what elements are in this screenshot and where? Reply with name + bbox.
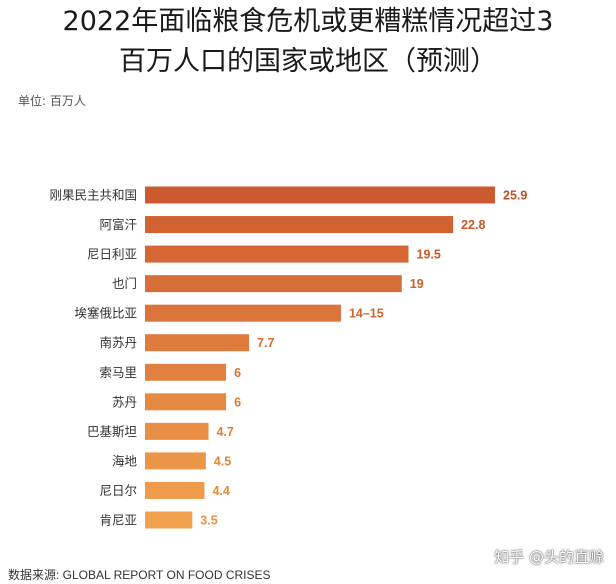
value-label: 19.5	[417, 248, 441, 262]
value-label: 4.7	[217, 425, 234, 439]
value-label: 4.5	[214, 454, 231, 468]
bar	[145, 216, 454, 234]
bar	[145, 481, 205, 499]
bar	[145, 363, 227, 381]
chart-title: 2022年面临粮食危机或更糟糕情况超过3 百万人口的国家或地区（预测）	[0, 2, 616, 82]
value-label: 3.5	[200, 514, 217, 528]
bar	[145, 186, 495, 204]
value-label: 22.8	[461, 218, 485, 232]
value-label: 7.7	[257, 336, 274, 350]
category-label: 肯尼亚	[99, 513, 137, 528]
bar	[145, 275, 402, 293]
source-note: 数据来源: GLOBAL REPORT ON FOOD CRISES	[8, 568, 271, 582]
category-label: 尼日尔	[99, 483, 137, 498]
value-label: 4.4	[212, 484, 229, 498]
bar	[145, 393, 227, 411]
category-label: 苏丹	[112, 394, 137, 409]
bar	[145, 422, 209, 440]
value-label: 6	[234, 366, 241, 380]
category-label: 海地	[112, 453, 138, 468]
bar	[145, 304, 341, 322]
chart-title-line-1: 2022年面临粮食危机或更糟糕情况超过3	[62, 6, 554, 37]
watermark: 知乎 @头的直赊	[494, 548, 604, 566]
category-label: 埃塞俄比亚	[74, 306, 137, 321]
bar	[145, 452, 206, 470]
category-label: 尼日利亚	[87, 247, 137, 262]
bar	[145, 334, 250, 352]
bar	[145, 245, 409, 263]
value-label: 6	[234, 395, 241, 409]
category-label: 巴基斯坦	[87, 424, 137, 439]
category-label: 南苏丹	[99, 335, 137, 350]
category-label: 阿富汗	[99, 217, 137, 232]
chart-title-line-2: 百万人口的国家或地区（预测）	[119, 46, 497, 77]
value-label: 25.9	[503, 189, 527, 203]
bar	[145, 511, 193, 529]
unit-label: 单位: 百万人	[18, 94, 86, 108]
category-label: 索马里	[99, 365, 137, 380]
value-label: 19	[410, 277, 424, 291]
category-label: 也门	[112, 276, 137, 291]
value-label: 14–15	[349, 307, 384, 321]
category-label: 刚果民主共和国	[49, 188, 137, 203]
